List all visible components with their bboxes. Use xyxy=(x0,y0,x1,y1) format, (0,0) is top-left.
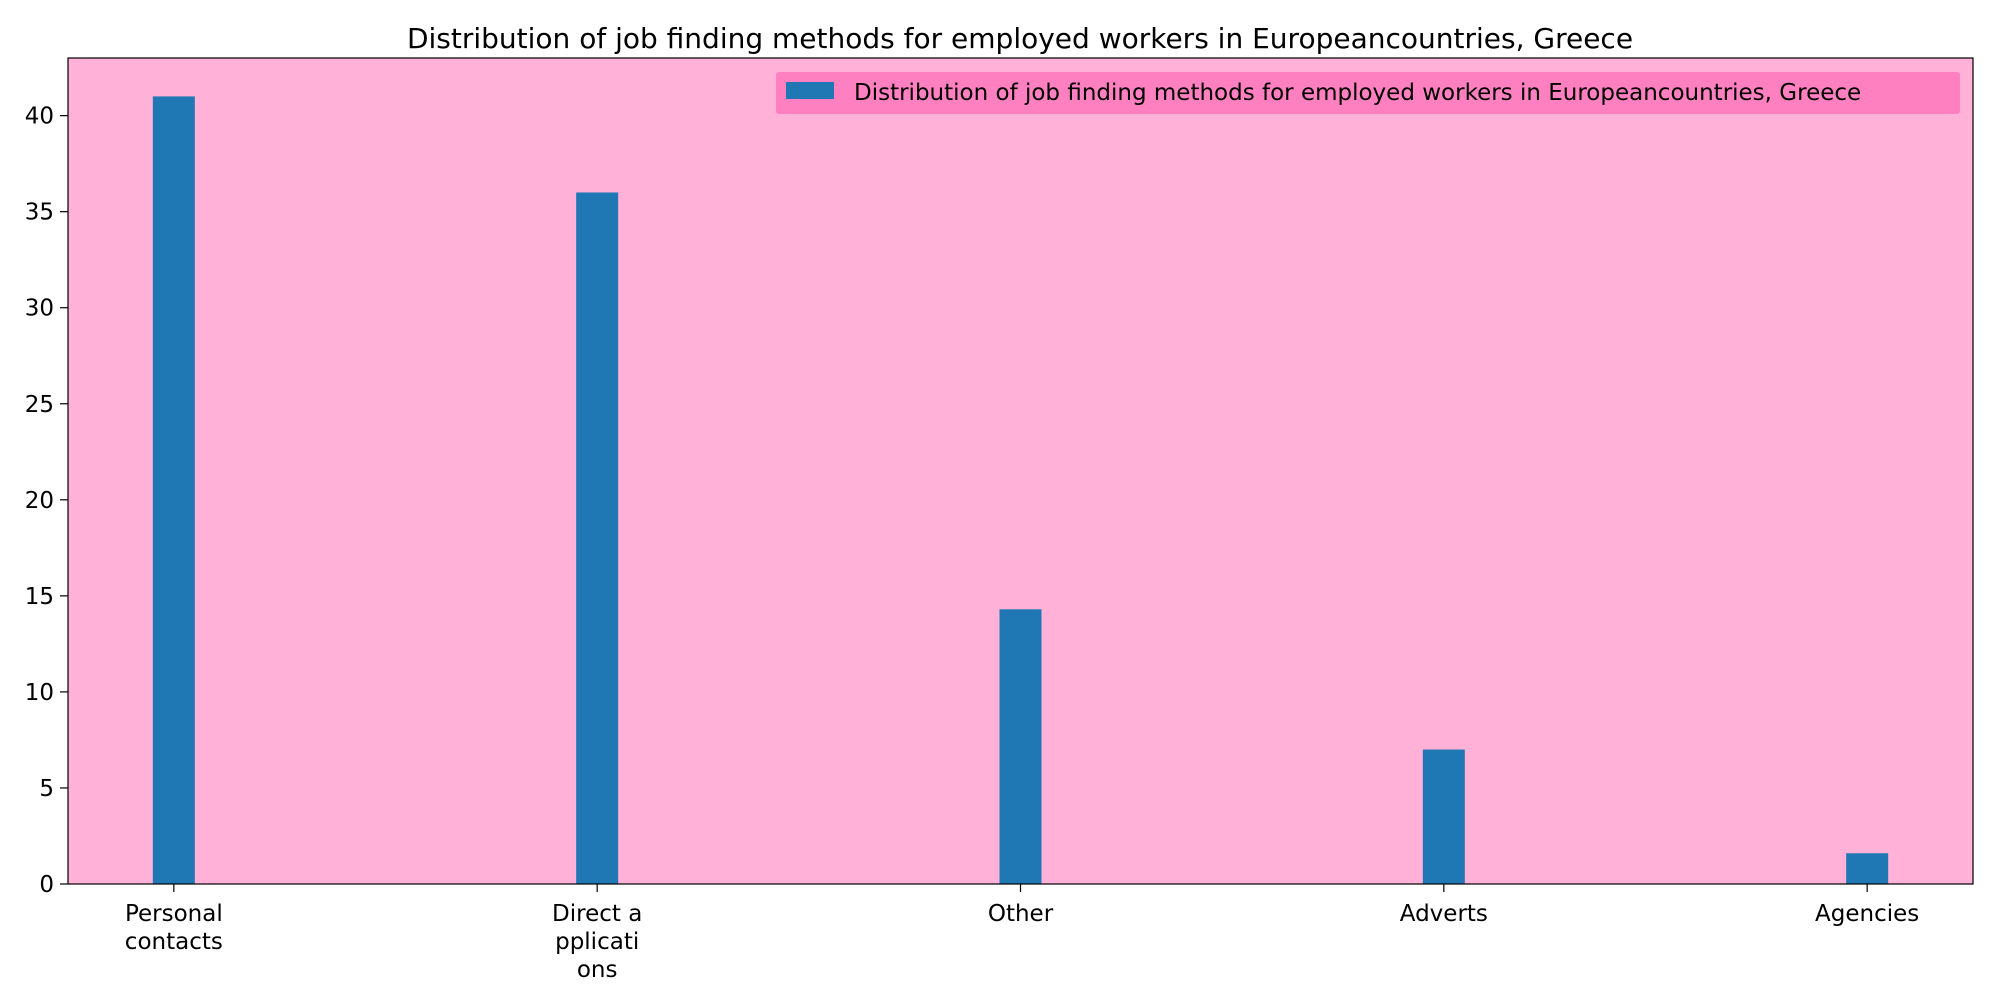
y-tick-label-8: 40 xyxy=(25,104,54,130)
x-tick-label-0: Personal contacts xyxy=(125,901,223,955)
legend: Distribution of job finding methods for … xyxy=(776,72,1960,114)
x-tick-label-3: Adverts xyxy=(1400,901,1488,927)
y-tick-label-4: 20 xyxy=(25,488,54,514)
x-axis: Personal contacts Direct a pplicati ons Other… xyxy=(125,884,1919,983)
chart-title: Distribution of job finding methods for … xyxy=(407,22,1633,55)
x-tick-label-1: Direct a pplicati ons xyxy=(552,901,642,983)
legend-label: Distribution of job finding methods for … xyxy=(854,80,1861,106)
bar-3 xyxy=(1422,749,1465,884)
legend-box xyxy=(776,72,1960,114)
y-tick-label-3: 15 xyxy=(25,584,54,610)
bar-1 xyxy=(576,192,619,885)
y-tick-label-6: 30 xyxy=(25,296,54,322)
y-tick-label-1: 5 xyxy=(39,776,54,802)
x-tick-label-4: Agencies xyxy=(1815,901,1919,927)
y-tick-label-7: 35 xyxy=(25,200,54,226)
y-tick-label-5: 25 xyxy=(25,392,54,418)
legend-swatch xyxy=(786,82,834,99)
bar-2 xyxy=(999,609,1042,884)
bar-4 xyxy=(1846,853,1889,884)
y-tick-label-2: 10 xyxy=(25,680,54,706)
y-axis: 0 5 10 15 20 25 30 35 40 xyxy=(25,104,68,898)
x-tick-label-2: Other xyxy=(988,901,1054,927)
y-tick-label-0: 0 xyxy=(39,872,54,898)
bars-layer xyxy=(152,96,1889,885)
bar-0 xyxy=(152,96,195,885)
